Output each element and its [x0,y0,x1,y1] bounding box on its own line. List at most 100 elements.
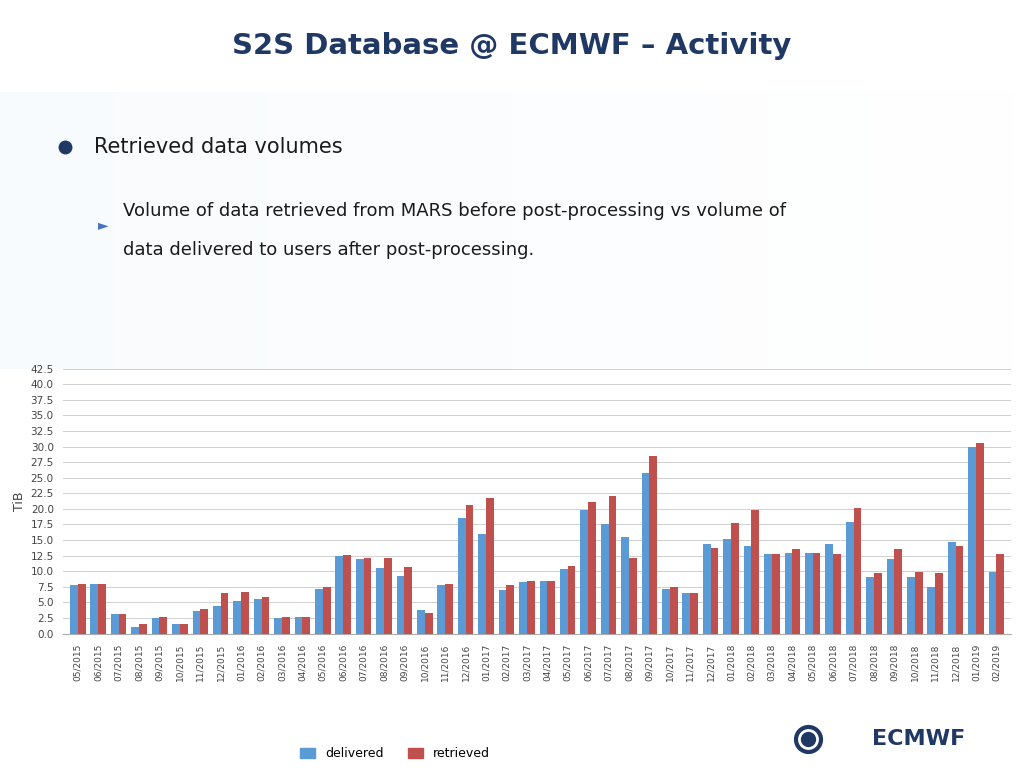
Bar [519,582,527,634]
Bar [261,598,269,634]
Bar [690,593,698,634]
Text: S2S Database @ ECMWF – Activity: S2S Database @ ECMWF – Activity [232,31,792,60]
Bar [642,473,649,634]
Bar [834,554,841,634]
Bar [608,496,616,634]
Bar [682,593,690,634]
Bar [139,624,146,634]
Text: Volume of data retrieved from MARS before post-processing vs volume of: Volume of data retrieved from MARS befor… [123,202,786,220]
Bar [969,446,976,634]
Bar [723,539,731,634]
Bar [295,617,302,634]
Bar [193,611,201,634]
Bar [417,610,425,634]
Bar [355,559,364,634]
Bar [853,508,861,634]
Bar [711,548,719,634]
Bar [772,554,779,634]
Bar [560,569,567,634]
Bar [907,578,914,634]
Bar [670,588,678,634]
Bar [540,581,547,634]
Bar [478,534,486,634]
Bar [813,552,820,634]
Bar [78,584,86,634]
Bar [254,599,261,634]
Bar [601,524,608,634]
Bar [825,545,834,634]
Text: ►: ► [98,218,109,232]
Bar [731,523,738,634]
Bar [343,555,351,634]
Bar [581,510,588,634]
Bar [437,585,445,634]
Bar [948,542,955,634]
Bar [743,546,752,634]
Bar [793,549,800,634]
Bar [70,585,78,634]
Bar [425,613,432,634]
Bar [119,614,126,634]
Bar [384,558,392,634]
Bar [499,590,507,634]
Bar [588,502,596,634]
Text: Retrieved data volumes: Retrieved data volumes [94,137,343,157]
Bar [152,618,160,634]
Text: Reading  1.4.2019: Reading 1.4.2019 [295,732,422,746]
Bar [784,552,793,634]
Bar [111,614,119,634]
Bar [90,584,98,634]
Bar [928,587,935,634]
Bar [241,592,249,634]
Bar [894,549,902,634]
Bar [396,576,404,634]
Bar [663,589,670,634]
Bar [315,589,323,634]
Bar [172,624,180,634]
Bar [649,456,657,634]
Bar [887,559,894,634]
Bar [629,558,637,634]
Bar [622,537,629,634]
Text: S2S steering committee: S2S steering committee [52,732,219,746]
Bar [233,601,241,634]
Bar [213,605,221,634]
Bar [846,522,853,634]
Bar [764,554,772,634]
Bar [988,572,996,634]
Bar [866,578,873,634]
Bar [752,509,759,634]
Bar [131,627,139,634]
Bar [466,505,473,634]
Bar [323,588,331,634]
Bar [282,617,290,634]
Bar [702,545,711,634]
Bar [935,573,943,634]
Bar [445,584,453,634]
Bar [302,617,310,634]
Bar [996,554,1005,634]
Bar [486,498,494,634]
Text: ECMWF: ECMWF [872,729,966,750]
Bar [873,572,882,634]
Legend: delivered, retrieved: delivered, retrieved [295,742,496,765]
Bar [404,567,412,634]
Bar [336,556,343,634]
Bar [98,584,105,634]
Bar [507,585,514,634]
Bar [914,572,923,634]
Bar [180,624,187,634]
Bar [364,558,372,634]
Bar [458,518,466,634]
Bar [547,581,555,634]
Text: data delivered to users after post-processing.: data delivered to users after post-proce… [123,240,535,259]
Bar [527,581,535,634]
Bar [201,609,208,634]
Bar [805,552,813,634]
Bar [221,593,228,634]
Y-axis label: TiB: TiB [13,492,27,511]
Bar [376,568,384,634]
Bar [976,443,984,634]
Bar [160,617,167,634]
Bar [955,546,964,634]
